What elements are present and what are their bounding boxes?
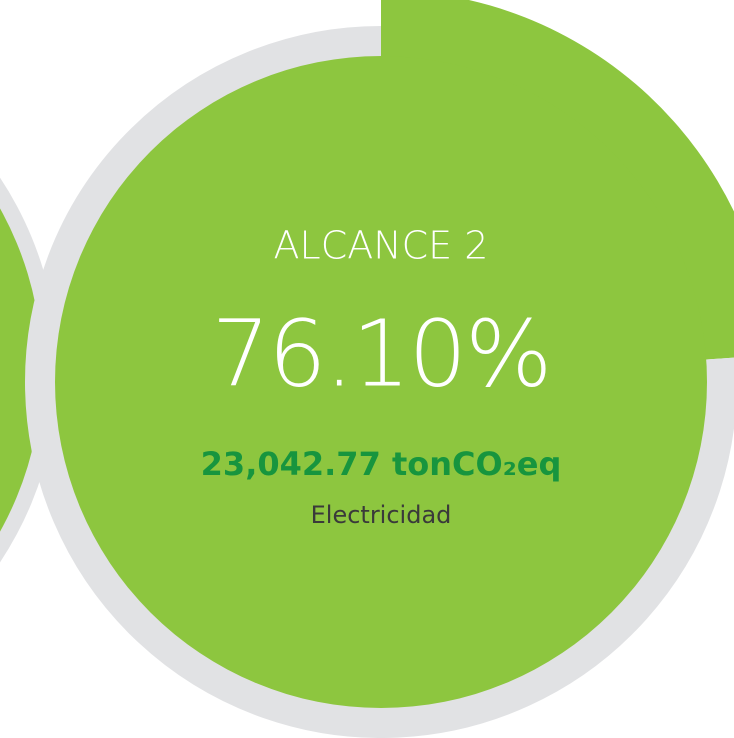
value-arc — [25, 26, 734, 738]
title: ALCANCE 2 — [274, 224, 489, 268]
side-circle — [0, 208, 42, 532]
inner-circle — [55, 56, 707, 708]
percent-label: 76.10% — [212, 301, 551, 408]
subtitle: Electricidad — [311, 501, 452, 529]
amount: 23,042.77 tonCO₂eq — [201, 445, 562, 483]
gauge — [25, 0, 734, 738]
